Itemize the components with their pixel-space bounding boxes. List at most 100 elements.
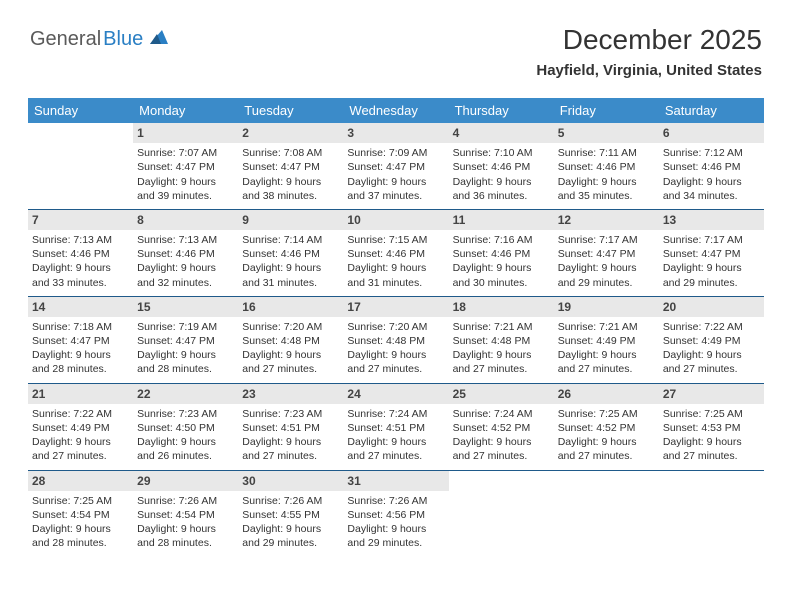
- calendar-day: 2Sunrise: 7:08 AMSunset: 4:47 PMDaylight…: [238, 123, 343, 209]
- sunrise-text: Sunrise: 7:19 AM: [137, 320, 234, 334]
- sunset-text: Sunset: 4:49 PM: [558, 334, 655, 348]
- daylight-text: Daylight: 9 hours: [558, 261, 655, 275]
- logo: General Blue: [30, 28, 170, 51]
- calendar-week: 7Sunrise: 7:13 AMSunset: 4:46 PMDaylight…: [28, 209, 764, 296]
- sunrise-text: Sunrise: 7:08 AM: [242, 146, 339, 160]
- day-number: 10: [343, 210, 448, 230]
- daylight-text: Daylight: 9 hours: [558, 435, 655, 449]
- daylight-text2: and 31 minutes.: [347, 276, 444, 290]
- daylight-text: Daylight: 9 hours: [137, 261, 234, 275]
- calendar-day: 20Sunrise: 7:22 AMSunset: 4:49 PMDayligh…: [659, 297, 764, 383]
- daylight-text: Daylight: 9 hours: [242, 435, 339, 449]
- daylight-text: Daylight: 9 hours: [347, 348, 444, 362]
- day-number: 28: [28, 471, 133, 491]
- daylight-text: Daylight: 9 hours: [663, 348, 760, 362]
- day-number: 1: [133, 123, 238, 143]
- day-number: 20: [659, 297, 764, 317]
- daylight-text2: and 38 minutes.: [242, 189, 339, 203]
- daylight-text: Daylight: 9 hours: [558, 175, 655, 189]
- daylight-text: Daylight: 9 hours: [32, 261, 129, 275]
- sunrise-text: Sunrise: 7:26 AM: [347, 494, 444, 508]
- daylight-text2: and 32 minutes.: [137, 276, 234, 290]
- sunrise-text: Sunrise: 7:22 AM: [663, 320, 760, 334]
- day-number: 9: [238, 210, 343, 230]
- calendar-day: 14 Sunrise: 7:18 AMSunset: 4:47 PMDayligh…: [28, 297, 133, 383]
- daylight-text: Daylight: 9 hours: [347, 435, 444, 449]
- daylight-text2: and 36 minutes.: [453, 189, 550, 203]
- sunrise-text: Sunrise: 7:23 AM: [242, 407, 339, 421]
- sunrise-text: Sunrise: 7:18 AM: [32, 320, 129, 334]
- sunrise-text: Sunrise: 7:16 AM: [453, 233, 550, 247]
- weekday-header: Tuesday: [238, 98, 343, 123]
- calendar-day: 22Sunrise: 7:23 AMSunset: 4:50 PMDayligh…: [133, 384, 238, 470]
- daylight-text: Daylight: 9 hours: [32, 348, 129, 362]
- daylight-text2: and 29 minutes.: [347, 536, 444, 550]
- daylight-text: Daylight: 9 hours: [663, 435, 760, 449]
- day-number: 27: [659, 384, 764, 404]
- sunrise-text: Sunrise: 7:25 AM: [32, 494, 129, 508]
- daylight-text2: and 37 minutes.: [347, 189, 444, 203]
- day-number: 16: [238, 297, 343, 317]
- day-number: 14: [28, 297, 133, 317]
- sunset-text: Sunset: 4:46 PM: [453, 160, 550, 174]
- sunrise-text: Sunrise: 7:12 AM: [663, 146, 760, 160]
- sunrise-text: Sunrise: 7:09 AM: [347, 146, 444, 160]
- sunset-text: Sunset: 4:56 PM: [347, 508, 444, 522]
- calendar-day: 10Sunrise: 7:15 AMSunset: 4:46 PMDayligh…: [343, 210, 448, 296]
- sunset-text: Sunset: 4:52 PM: [558, 421, 655, 435]
- calendar-day: 1Sunrise: 7:07 AMSunset: 4:47 PMDaylight…: [133, 123, 238, 209]
- daylight-text: Daylight: 9 hours: [242, 348, 339, 362]
- calendar-day: 30Sunrise: 7:26 AMSunset: 4:55 PMDayligh…: [238, 471, 343, 557]
- calendar-day: 16Sunrise: 7:20 AMSunset: 4:48 PMDayligh…: [238, 297, 343, 383]
- calendar-day: 28Sunrise: 7:25 AMSunset: 4:54 PMDayligh…: [28, 471, 133, 557]
- daylight-text: Daylight: 9 hours: [663, 261, 760, 275]
- header-right: December 2025 Hayfield, Virginia, United…: [536, 24, 762, 79]
- logo-text-blue: Blue: [103, 28, 143, 51]
- sunset-text: Sunset: 4:50 PM: [137, 421, 234, 435]
- calendar-day: 15Sunrise: 7:19 AMSunset: 4:47 PMDayligh…: [133, 297, 238, 383]
- location-text: Hayfield, Virginia, United States: [536, 62, 762, 79]
- daylight-text2: and 27 minutes.: [347, 449, 444, 463]
- calendar-day: 18Sunrise: 7:21 AMSunset: 4:48 PMDayligh…: [449, 297, 554, 383]
- sunset-text: Sunset: 4:46 PM: [663, 160, 760, 174]
- daylight-text2: and 39 minutes.: [137, 189, 234, 203]
- calendar-day: 12Sunrise: 7:17 AMSunset: 4:47 PMDayligh…: [554, 210, 659, 296]
- day-number: 7: [28, 210, 133, 230]
- sunset-text: Sunset: 4:51 PM: [242, 421, 339, 435]
- calendar-day: 9Sunrise: 7:14 AMSunset: 4:46 PMDaylight…: [238, 210, 343, 296]
- sunset-text: Sunset: 4:52 PM: [453, 421, 550, 435]
- daylight-text: Daylight: 9 hours: [347, 522, 444, 536]
- logo-sail-icon: [148, 28, 170, 51]
- sunrise-text: Sunrise: 7:23 AM: [137, 407, 234, 421]
- day-number: 8: [133, 210, 238, 230]
- sunset-text: Sunset: 4:53 PM: [663, 421, 760, 435]
- day-number: 31: [343, 471, 448, 491]
- day-number: 15: [133, 297, 238, 317]
- sunrise-text: Sunrise: 7:26 AM: [137, 494, 234, 508]
- day-number: 13: [659, 210, 764, 230]
- sunset-text: Sunset: 4:47 PM: [242, 160, 339, 174]
- weekday-header: Monday: [133, 98, 238, 123]
- daylight-text2: and 29 minutes.: [663, 276, 760, 290]
- weekday-header: Sunday: [28, 98, 133, 123]
- daylight-text: Daylight: 9 hours: [137, 435, 234, 449]
- day-number: 11: [449, 210, 554, 230]
- sunset-text: Sunset: 4:51 PM: [347, 421, 444, 435]
- sunrise-text: Sunrise: 7:25 AM: [558, 407, 655, 421]
- sunset-text: Sunset: 4:46 PM: [558, 160, 655, 174]
- daylight-text2: and 27 minutes.: [453, 449, 550, 463]
- sunset-text: Sunset: 4:46 PM: [32, 247, 129, 261]
- sunset-text: Sunset: 4:46 PM: [347, 247, 444, 261]
- calendar-day: .: [28, 123, 133, 209]
- daylight-text2: and 28 minutes.: [137, 362, 234, 376]
- daylight-text2: and 27 minutes.: [558, 449, 655, 463]
- sunset-text: Sunset: 4:55 PM: [242, 508, 339, 522]
- sunset-text: Sunset: 4:47 PM: [32, 334, 129, 348]
- daylight-text: Daylight: 9 hours: [347, 261, 444, 275]
- day-number: 21: [28, 384, 133, 404]
- sunset-text: Sunset: 4:47 PM: [137, 160, 234, 174]
- sunrise-text: Sunrise: 7:13 AM: [32, 233, 129, 247]
- day-number: 12: [554, 210, 659, 230]
- daylight-text2: and 28 minutes.: [32, 536, 129, 550]
- sunset-text: Sunset: 4:49 PM: [32, 421, 129, 435]
